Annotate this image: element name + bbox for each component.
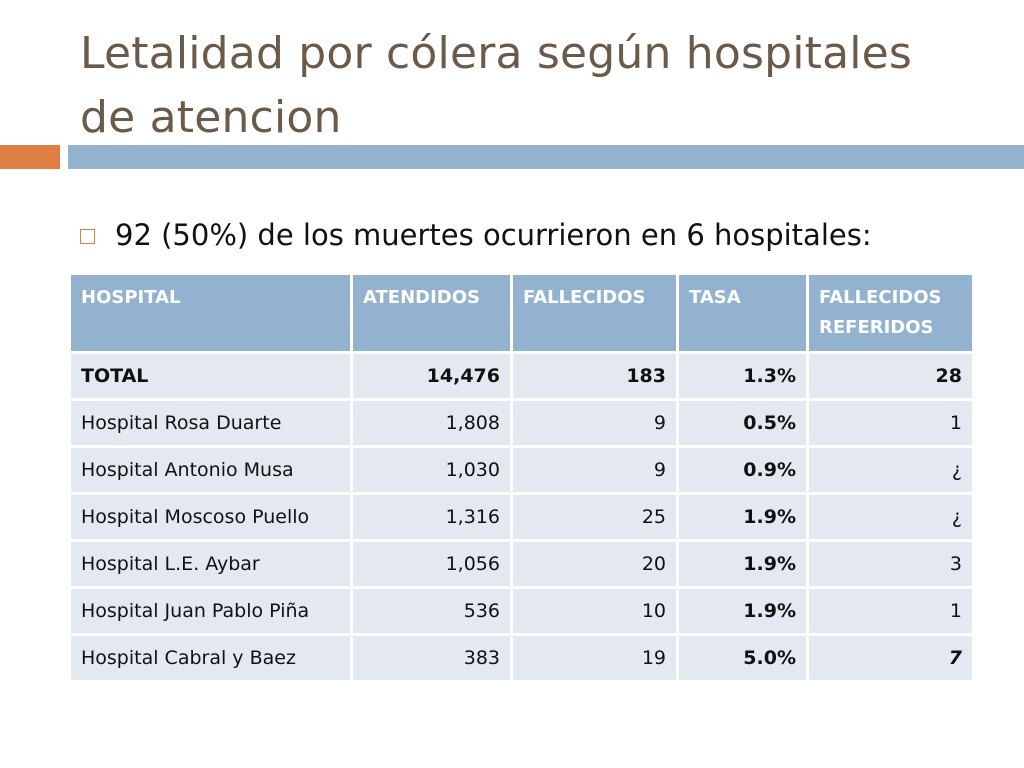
cell-tasa: 0.9% bbox=[676, 445, 809, 495]
cell-fallecidos: 10 bbox=[510, 586, 679, 636]
table-row: Hospital Cabral y Baez 383 19 5.0% 7 bbox=[68, 633, 975, 683]
cell-referidos: 28 bbox=[806, 351, 975, 401]
slide-title: Letalidad por cólera según hospitales de… bbox=[80, 28, 913, 143]
cell-fallecidos: 9 bbox=[510, 445, 679, 495]
cell-referidos: 1 bbox=[806, 586, 975, 636]
table-row-total: TOTAL 14,476 183 1.3% 28 bbox=[68, 351, 975, 401]
cell-referidos: 7 bbox=[806, 633, 975, 683]
cell-atendidos: 1,030 bbox=[350, 445, 513, 495]
cell-atendidos: 1,316 bbox=[350, 492, 513, 542]
cell-hospital: Hospital Moscoso Puello bbox=[68, 492, 353, 542]
cell-referidos: ¿ bbox=[806, 492, 975, 542]
cell-tasa: 5.0% bbox=[676, 633, 809, 683]
cell-atendidos: 383 bbox=[350, 633, 513, 683]
header-tasa: TASA bbox=[676, 272, 809, 354]
cell-fallecidos: 9 bbox=[510, 398, 679, 448]
bullet-text: 92 (50%) de los muertes ocurrieron en 6 … bbox=[115, 218, 872, 252]
cell-tasa: 1.3% bbox=[676, 351, 809, 401]
cell-tasa: 1.9% bbox=[676, 492, 809, 542]
title-accent-bar-orange bbox=[0, 145, 60, 169]
table-header-row: HOSPITAL ATENDIDOS FALLECIDOS TASA FALLE… bbox=[68, 272, 975, 354]
cell-hospital: Hospital Juan Pablo Piña bbox=[68, 586, 353, 636]
cell-referidos: 1 bbox=[806, 398, 975, 448]
cell-atendidos: 1,808 bbox=[350, 398, 513, 448]
cell-fallecidos: 20 bbox=[510, 539, 679, 589]
cell-hospital: TOTAL bbox=[68, 351, 353, 401]
header-hospital: HOSPITAL bbox=[68, 272, 353, 354]
cell-atendidos: 536 bbox=[350, 586, 513, 636]
cell-hospital: Hospital Antonio Musa bbox=[68, 445, 353, 495]
cell-fallecidos: 19 bbox=[510, 633, 679, 683]
cell-hospital: Hospital Cabral y Baez bbox=[68, 633, 353, 683]
cell-tasa: 1.9% bbox=[676, 539, 809, 589]
table-row: Hospital Moscoso Puello 1,316 25 1.9% ¿ bbox=[68, 492, 975, 542]
cell-fallecidos: 25 bbox=[510, 492, 679, 542]
header-fallecidos-referidos: FALLECIDOS REFERIDOS bbox=[806, 272, 975, 354]
square-bullet-icon bbox=[80, 228, 95, 244]
cell-referidos: ¿ bbox=[806, 445, 975, 495]
cell-atendidos: 1,056 bbox=[350, 539, 513, 589]
cell-hospital: Hospital Rosa Duarte bbox=[68, 398, 353, 448]
cell-atendidos: 14,476 bbox=[350, 351, 513, 401]
table-row: Hospital Rosa Duarte 1,808 9 0.5% 1 bbox=[68, 398, 975, 448]
title-accent-bar-blue bbox=[68, 145, 1024, 169]
header-atendidos: ATENDIDOS bbox=[350, 272, 513, 354]
cell-tasa: 0.5% bbox=[676, 398, 809, 448]
table-row: Hospital Antonio Musa 1,030 9 0.9% ¿ bbox=[68, 445, 975, 495]
header-fallecidos: FALLECIDOS bbox=[510, 272, 679, 354]
bullet-item: 92 (50%) de los muertes ocurrieron en 6 … bbox=[80, 218, 1020, 252]
cell-hospital: Hospital L.E. Aybar bbox=[68, 539, 353, 589]
table-row: Hospital L.E. Aybar 1,056 20 1.9% 3 bbox=[68, 539, 975, 589]
cell-tasa: 1.9% bbox=[676, 586, 809, 636]
hospital-table: HOSPITAL ATENDIDOS FALLECIDOS TASA FALLE… bbox=[68, 272, 975, 683]
cell-fallecidos: 183 bbox=[510, 351, 679, 401]
cell-referidos: 3 bbox=[806, 539, 975, 589]
table-row: Hospital Juan Pablo Piña 536 10 1.9% 1 bbox=[68, 586, 975, 636]
